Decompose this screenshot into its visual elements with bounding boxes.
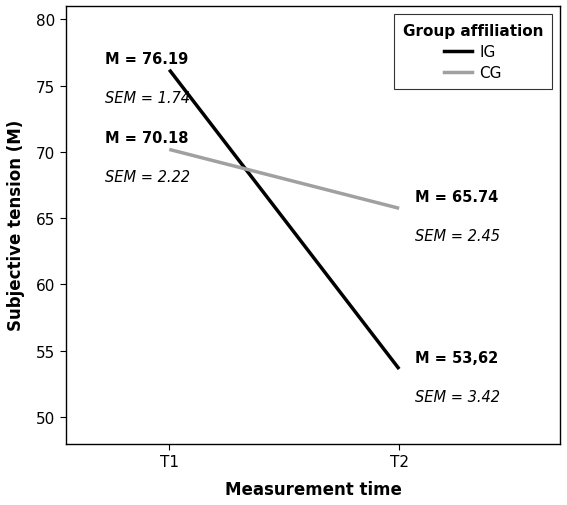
- Text: SEM = 3.42: SEM = 3.42: [415, 389, 500, 404]
- Y-axis label: Subjective tension (M): Subjective tension (M): [7, 120, 25, 331]
- Text: SEM = 2.22: SEM = 2.22: [105, 170, 190, 185]
- Text: M = 65.74: M = 65.74: [415, 190, 498, 205]
- Text: M = 53,62: M = 53,62: [415, 350, 498, 365]
- X-axis label: Measurement time: Measurement time: [225, 480, 401, 498]
- Text: SEM = 1.74: SEM = 1.74: [105, 90, 190, 106]
- Text: M = 70.18: M = 70.18: [105, 131, 188, 146]
- Text: M = 76.19: M = 76.19: [105, 52, 188, 67]
- Legend: IG, CG: IG, CG: [393, 15, 552, 90]
- Text: SEM = 2.45: SEM = 2.45: [415, 229, 500, 244]
